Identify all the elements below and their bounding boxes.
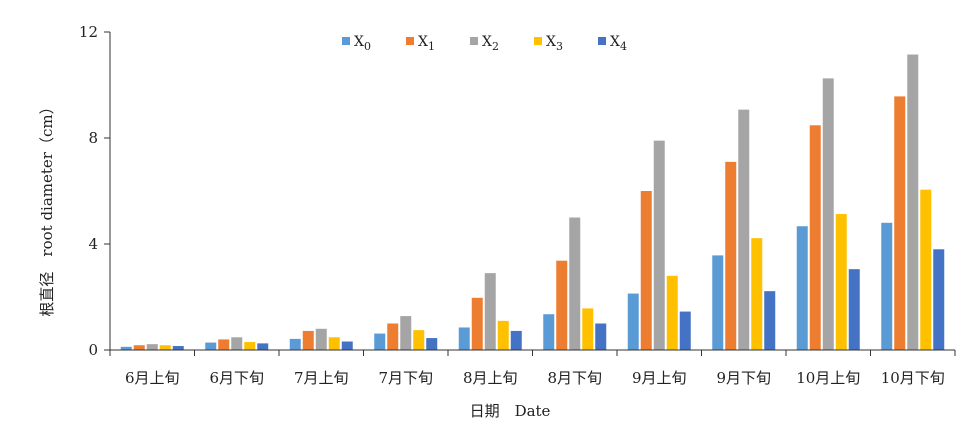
bar-x3-7 [751, 238, 763, 350]
bar-x2-9 [907, 54, 919, 351]
bar-x1-8 [809, 125, 821, 350]
bar-x0-9 [881, 222, 893, 350]
bar-x0-7 [712, 255, 724, 350]
x-tick-label-0: 6月上旬 [125, 369, 180, 387]
bar-x0-6 [627, 293, 639, 350]
x-tick-label-5: 8月下旬 [547, 369, 602, 387]
y-tick-label-0: 0 [88, 341, 98, 359]
bar-x4-3 [426, 338, 438, 350]
bar-x4-4 [510, 330, 522, 350]
bar-x0-0 [120, 346, 132, 350]
bar-x1-4 [471, 297, 483, 350]
bar-x3-0 [159, 345, 171, 350]
x-tick-label-9: 10月下旬 [881, 369, 945, 387]
bar-x2-4 [484, 273, 496, 350]
y-tick-label-2: 8 [88, 129, 98, 147]
bar-x4-6 [679, 311, 691, 350]
x-tick-label-8: 10月上旬 [796, 369, 860, 387]
bar-x4-2 [341, 341, 353, 350]
bar-x0-3 [374, 333, 386, 350]
bar-x2-7 [738, 109, 750, 351]
bar-x4-8 [848, 269, 860, 350]
x-axis-ticks: 6月上旬 6月下旬 7月上旬 7月下旬 8月上旬 8月下旬 9月上旬 9月下旬 10月上旬 10月… [109, 350, 956, 387]
bar-x3-4 [497, 320, 509, 350]
legend-label-4: X4 [610, 34, 627, 53]
y-axis-ticks: 0 4 8 12 [79, 23, 110, 359]
bar-x2-8 [822, 78, 834, 350]
legend-swatch-3 [534, 37, 542, 45]
bar-x4-5 [595, 323, 607, 350]
bar-x4-7 [764, 291, 776, 350]
bar-x0-4 [458, 327, 470, 350]
y-tick-label-3: 12 [79, 23, 98, 41]
legend-swatch-0 [342, 37, 350, 45]
legend-swatch-1 [406, 37, 414, 45]
bar-x1-9 [894, 96, 906, 351]
bar-x3-3 [413, 330, 425, 350]
x-tick-label-3: 7月下旬 [378, 369, 433, 387]
bar-x0-5 [543, 314, 555, 350]
bar-x2-1 [231, 337, 243, 350]
bar-x0-1 [205, 342, 217, 350]
bar-x1-0 [133, 345, 145, 350]
x-tick-label-6: 9月上旬 [632, 369, 687, 387]
bar-x3-8 [835, 214, 847, 350]
bar-x2-5 [569, 217, 581, 350]
bar-x2-6 [653, 140, 665, 350]
bar-x1-5 [556, 260, 568, 350]
legend-label-3: X3 [546, 34, 563, 53]
x-axis-title: 日期 Date [470, 402, 551, 420]
bar-x3-1 [244, 342, 256, 350]
x-tick-label-1: 6月下旬 [209, 369, 264, 387]
x-tick-label-4: 8月上旬 [463, 369, 518, 387]
legend-label-1: X1 [418, 34, 435, 53]
y-tick-label-1: 4 [88, 235, 98, 253]
bar-x0-2 [289, 338, 301, 350]
x-tick-label-2: 7月上旬 [294, 369, 349, 387]
bar-x4-1 [257, 343, 269, 350]
bar-x2-3 [400, 316, 412, 350]
bar-x2-2 [315, 328, 327, 350]
bar-x3-6 [666, 275, 678, 350]
bar-x3-5 [582, 308, 594, 350]
legend: X0 X1 X2 X3 X4 [342, 34, 627, 53]
bar-x3-2 [328, 337, 340, 350]
y-axis-title: 根直径 root diameter（cm） [38, 99, 56, 316]
bar-x1-2 [302, 330, 314, 350]
bar-x1-7 [725, 161, 737, 350]
legend-label-0: X0 [354, 34, 371, 53]
bar-x4-0 [172, 346, 184, 350]
bar-x0-8 [796, 226, 808, 350]
legend-swatch-4 [598, 37, 606, 45]
bar-x3-9 [920, 189, 932, 350]
bars-layer [120, 54, 945, 351]
bar-x1-3 [387, 323, 399, 350]
legend-swatch-2 [470, 37, 478, 45]
legend-label-2: X2 [482, 34, 499, 53]
bar-x2-0 [146, 344, 158, 350]
x-tick-label-7: 9月下旬 [716, 369, 771, 387]
bar-x1-6 [640, 191, 652, 350]
bar-x4-9 [933, 249, 945, 350]
bar-x1-1 [218, 339, 230, 350]
